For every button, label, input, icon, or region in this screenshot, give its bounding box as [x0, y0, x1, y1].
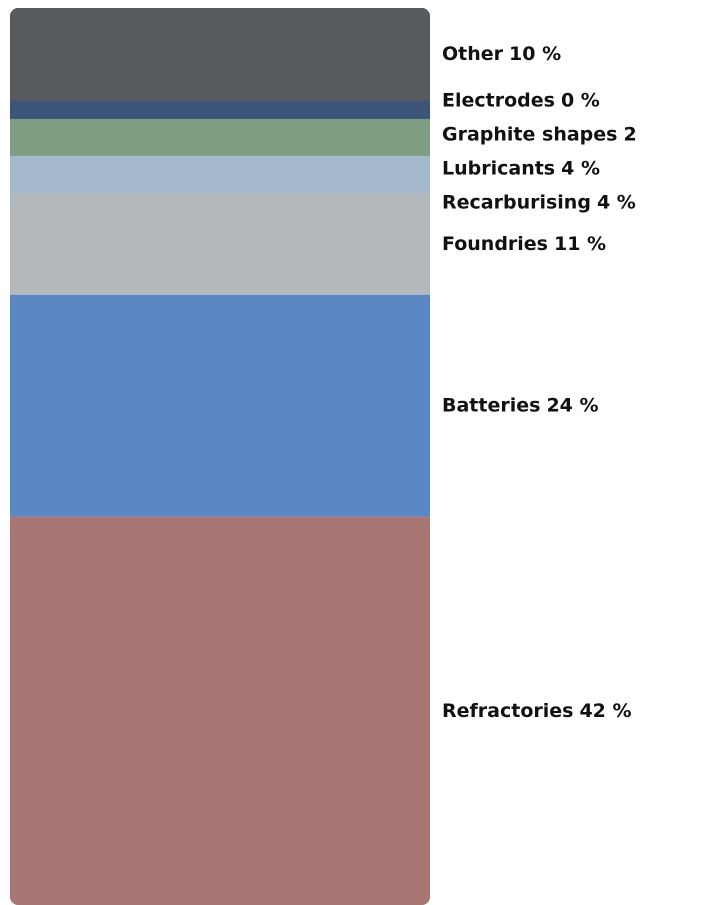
segment-label: Lubricants 4 % — [442, 157, 600, 179]
bar-segment — [10, 192, 430, 295]
value-label: 2 — [623, 123, 636, 145]
series-name: Graphite shapes — [442, 123, 617, 145]
segment-label: Recarburising 4 % — [442, 191, 636, 213]
bar-stack — [10, 8, 430, 905]
value-label: 4 % — [561, 157, 600, 179]
series-name: Foundries — [442, 232, 548, 254]
bar-segment — [10, 8, 430, 101]
series-name: Lubricants — [442, 157, 555, 179]
series-name: Other — [442, 43, 504, 65]
segment-label: Graphite shapes 2 — [442, 123, 637, 145]
bar-segment — [10, 118, 430, 156]
series-name: Batteries — [442, 394, 540, 416]
value-label: 42 % — [579, 699, 631, 721]
bar-segment — [10, 294, 430, 517]
segment-label: Electrodes 0 % — [442, 89, 600, 111]
segment-label: Batteries 24 % — [442, 394, 599, 416]
value-label: 4 % — [597, 191, 636, 213]
series-name: Recarburising — [442, 191, 591, 213]
segment-label: Refractories 42 % — [442, 699, 632, 721]
bar-segment — [10, 516, 430, 905]
bar-segment — [10, 100, 430, 119]
series-name: Electrodes — [442, 89, 555, 111]
segment-label: Other 10 % — [442, 43, 561, 65]
value-label: 10 % — [509, 43, 561, 65]
value-label: 24 % — [546, 394, 598, 416]
value-label: 0 % — [561, 89, 600, 111]
value-label: 11 % — [554, 232, 606, 254]
bar-segment — [10, 155, 430, 193]
series-name: Refractories — [442, 699, 573, 721]
segment-label: Foundries 11 % — [442, 232, 606, 254]
